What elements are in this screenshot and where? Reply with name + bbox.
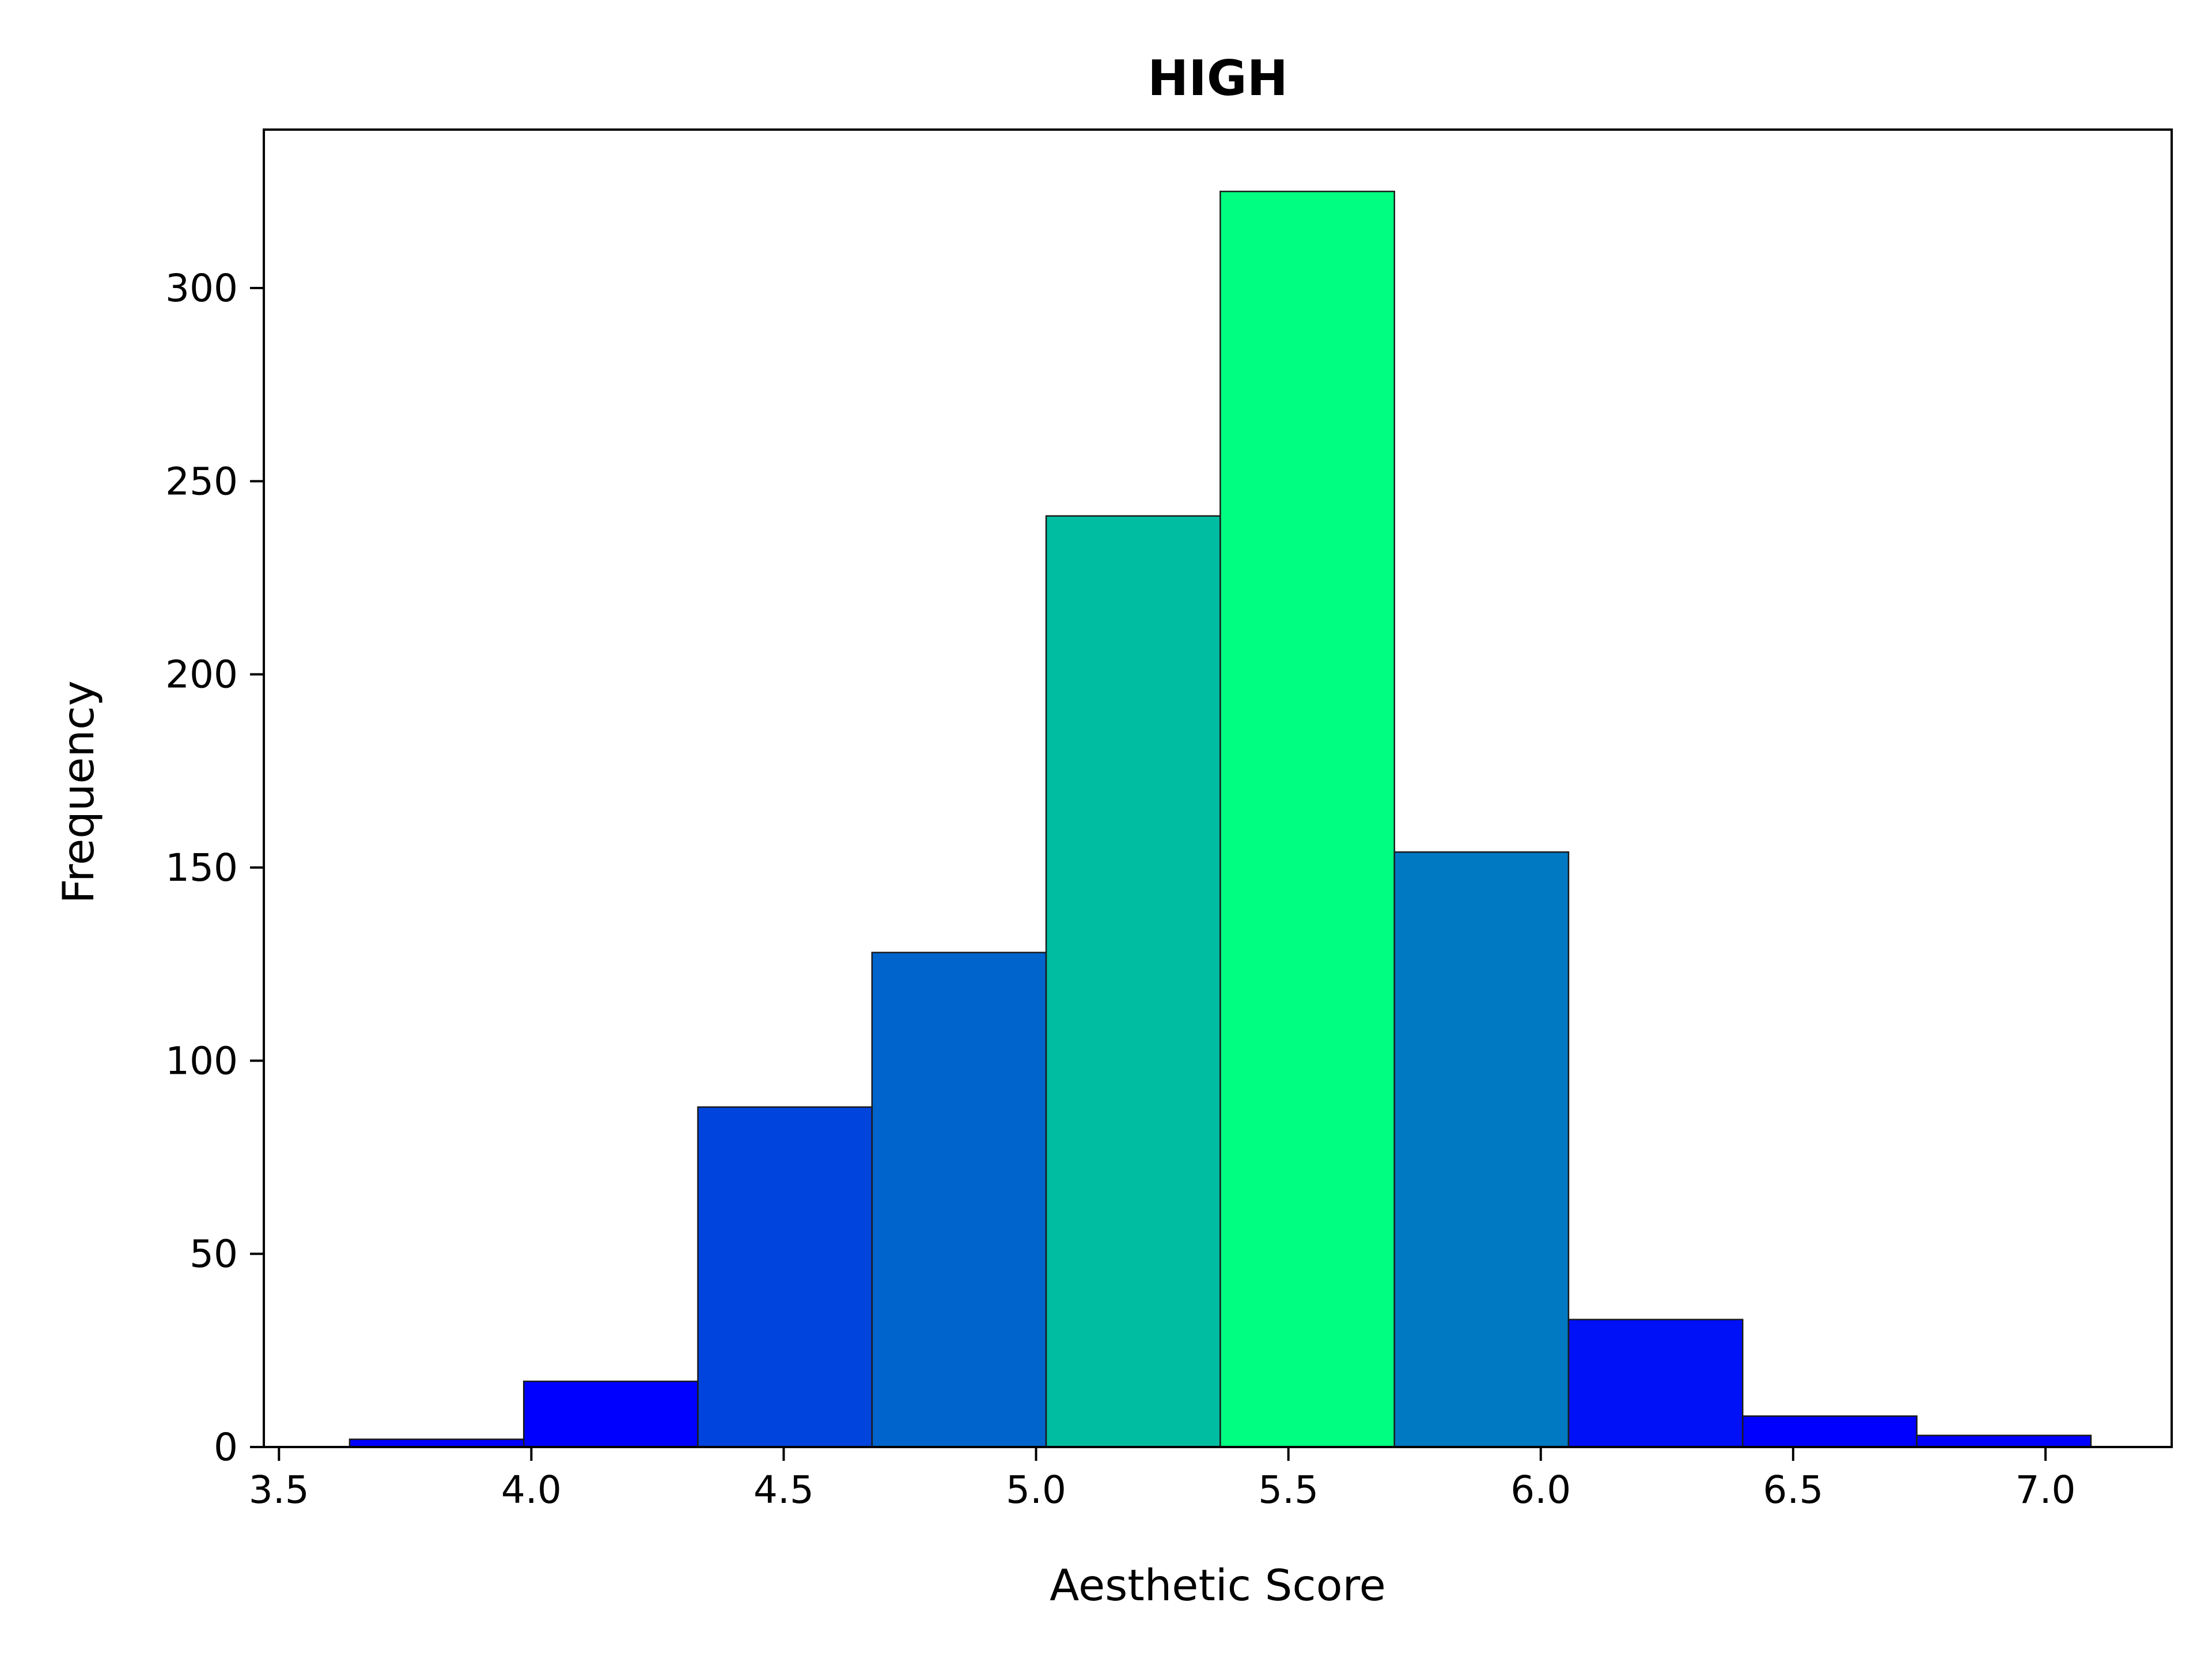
x-tick-label-5: 6.0 bbox=[1510, 1468, 1571, 1512]
x-tick-label-4: 5.5 bbox=[1258, 1468, 1319, 1512]
histogram-bar-4 bbox=[1045, 515, 1221, 1448]
histogram-bar-3 bbox=[871, 952, 1047, 1448]
y-tick-label-4: 200 bbox=[165, 653, 238, 697]
y-tick-label-1: 50 bbox=[190, 1232, 238, 1277]
chart-title: HIGH bbox=[1147, 50, 1288, 107]
x-tick-label-2: 4.5 bbox=[753, 1468, 814, 1512]
plot-area-frame bbox=[263, 128, 2173, 1448]
histogram-bar-2 bbox=[697, 1106, 873, 1448]
y-tick-label-0: 0 bbox=[214, 1425, 238, 1469]
histogram-bar-7 bbox=[1567, 1319, 1744, 1448]
x-tick-label-6: 6.5 bbox=[1763, 1468, 1823, 1512]
x-axis-label: Aesthetic Score bbox=[1050, 1560, 1386, 1611]
histogram-bar-0 bbox=[349, 1438, 525, 1448]
histogram-bar-8 bbox=[1741, 1415, 1918, 1448]
x-tick-label-3: 5.0 bbox=[1006, 1468, 1066, 1512]
histogram-bar-6 bbox=[1393, 851, 1570, 1448]
y-axis-ticks: 0 50 100 150 200 250 300 bbox=[165, 266, 264, 1469]
histogram-bar-9 bbox=[1916, 1434, 2092, 1448]
y-tick-label-6: 300 bbox=[165, 266, 238, 310]
histogram-bars bbox=[349, 191, 2092, 1448]
x-tick-label-7: 7.0 bbox=[2015, 1468, 2075, 1512]
histogram-bar-1 bbox=[522, 1380, 699, 1448]
y-tick-label-2: 100 bbox=[165, 1039, 238, 1083]
histogram-bar-5 bbox=[1219, 191, 1395, 1448]
x-tick-label-1: 4.0 bbox=[501, 1468, 562, 1512]
x-axis-ticks: 3.5 4.0 4.5 5.0 5.5 6.0 6.5 7.0 bbox=[249, 1447, 2075, 1512]
y-tick-label-3: 150 bbox=[165, 846, 238, 890]
y-axis-label: Frequency bbox=[53, 680, 104, 903]
x-tick-label-0: 3.5 bbox=[249, 1468, 309, 1512]
y-tick-label-5: 250 bbox=[165, 459, 238, 503]
